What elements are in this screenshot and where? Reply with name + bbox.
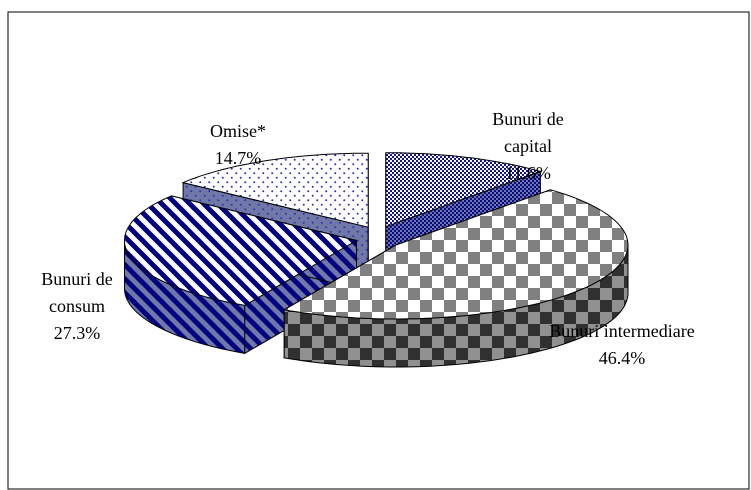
category-label: Bunuri de consum bbox=[41, 269, 113, 316]
value-label: 14.7% bbox=[214, 148, 262, 168]
value-label: 46.4% bbox=[598, 348, 646, 368]
category-label: Bunuri de capital bbox=[492, 109, 564, 156]
slice-label: Bunuri de capital 11.6% bbox=[473, 106, 583, 187]
slice bbox=[123, 195, 358, 306]
slice bbox=[385, 152, 543, 228]
category-label: Bunuri intermediare bbox=[549, 321, 695, 341]
slice-label: Omise* 14.7% bbox=[183, 118, 293, 172]
value-label: 11.6% bbox=[505, 163, 551, 183]
slice-label: Bunuri de consum 27.3% bbox=[22, 266, 132, 347]
slice-label: Bunuri intermediare 46.4% bbox=[542, 318, 702, 372]
slice bbox=[282, 189, 629, 320]
category-label: Omise* bbox=[210, 121, 266, 141]
slice bbox=[181, 152, 369, 228]
value-label: 27.3% bbox=[53, 323, 101, 343]
pie bbox=[123, 152, 629, 368]
chart-frame bbox=[7, 11, 750, 490]
